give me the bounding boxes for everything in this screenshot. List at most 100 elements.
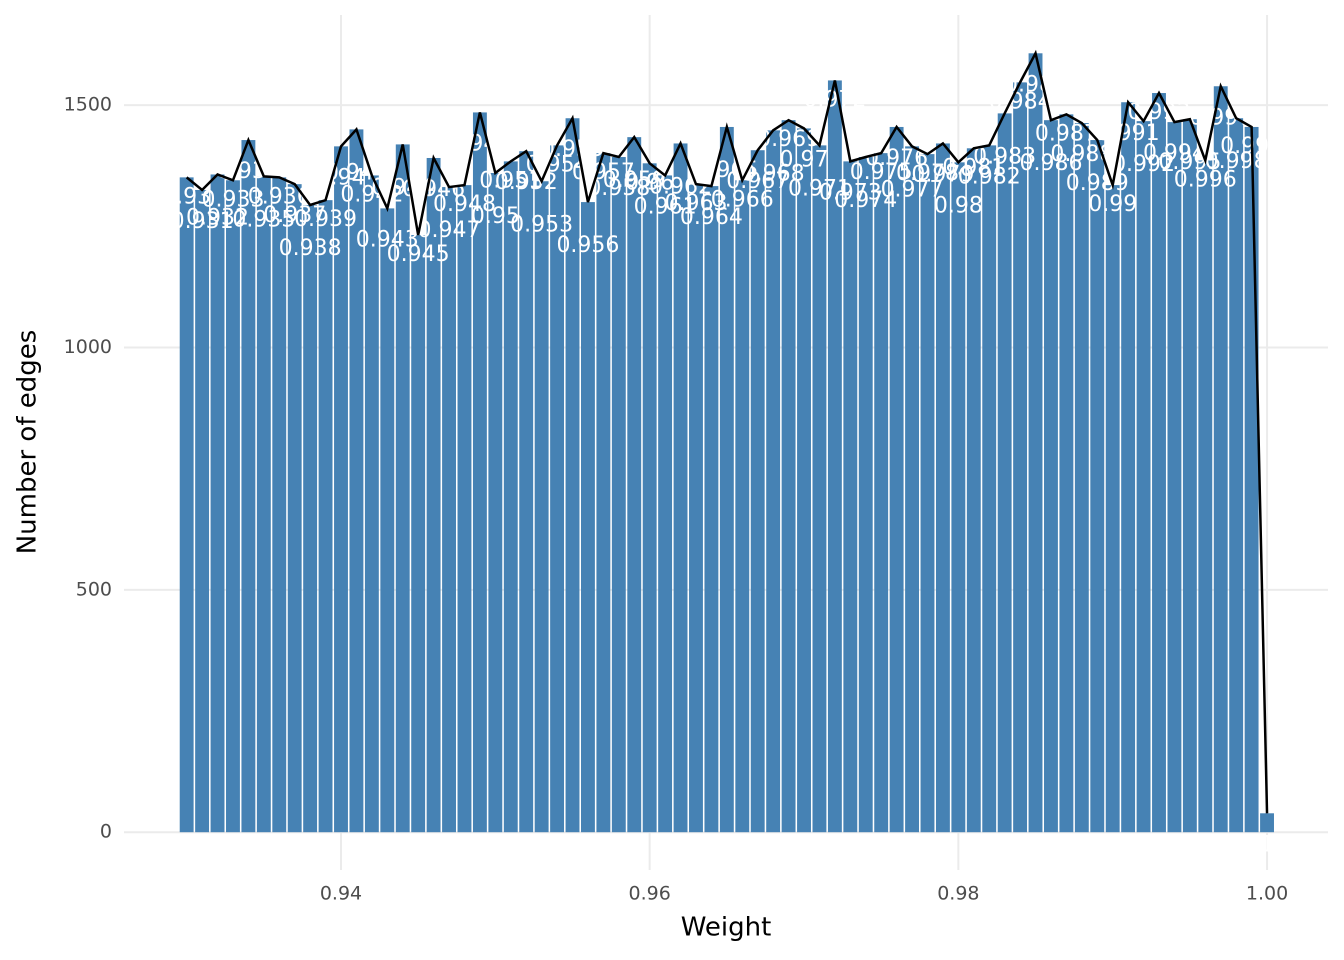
bar bbox=[689, 184, 703, 833]
bar-label: 0.979 bbox=[911, 162, 974, 187]
bar-label: 0.996 bbox=[1174, 167, 1237, 192]
bar bbox=[380, 208, 395, 833]
bar-label: 0.982 bbox=[958, 164, 1021, 189]
bar-label: 0.933 bbox=[201, 187, 264, 212]
bar-label: 0.974 bbox=[834, 188, 897, 213]
bar-label: 0.935 bbox=[232, 207, 295, 232]
bar bbox=[889, 126, 904, 833]
bar bbox=[226, 180, 240, 833]
bar-label: 0.959 bbox=[603, 168, 666, 193]
bar bbox=[318, 200, 333, 833]
bar-label: 0.972 bbox=[803, 87, 866, 112]
bar bbox=[874, 153, 889, 833]
bar-label: 0.939 bbox=[294, 207, 357, 232]
bar bbox=[457, 185, 472, 833]
bar bbox=[272, 177, 287, 833]
bar bbox=[1229, 118, 1244, 833]
bar bbox=[550, 145, 565, 833]
bar-label: 0.989 bbox=[1066, 171, 1129, 196]
bar bbox=[565, 118, 580, 833]
bar bbox=[1260, 813, 1274, 833]
bar-label: 0.95 bbox=[471, 204, 520, 229]
x-tick-label: 0.96 bbox=[629, 883, 671, 905]
bar-label: 0.98 bbox=[934, 193, 983, 218]
bar bbox=[843, 161, 858, 833]
bar bbox=[472, 112, 487, 833]
bar bbox=[580, 202, 595, 833]
bar-label: 0.949 bbox=[448, 131, 511, 156]
bar-label: 0.94 bbox=[317, 165, 366, 190]
bar bbox=[1198, 160, 1213, 833]
bar bbox=[905, 146, 920, 833]
bar-label: 0.956 bbox=[556, 233, 619, 258]
bar-label: 0.936 bbox=[248, 184, 311, 209]
bar-label: 0.968 bbox=[742, 161, 805, 186]
bar-label: 0.998 bbox=[1205, 149, 1268, 174]
bar-label: 0.977 bbox=[881, 177, 944, 202]
bar-label: 0.991 bbox=[1097, 121, 1160, 146]
x-tick-label: 0.94 bbox=[320, 883, 362, 905]
bar-label: 0.971 bbox=[788, 176, 851, 201]
bar-label: 0.973 bbox=[819, 180, 882, 205]
bar-label: 0.962 bbox=[649, 174, 712, 199]
bar bbox=[966, 148, 981, 833]
bar-label: 0.975 bbox=[850, 160, 913, 185]
bar-label: 0.992 bbox=[1112, 152, 1175, 177]
bar-label: 0.953 bbox=[510, 212, 573, 237]
bar-label: 0.966 bbox=[711, 187, 774, 212]
bar-label: 1 bbox=[1260, 832, 1274, 857]
x-tick-label: 0.98 bbox=[937, 883, 979, 905]
bar-label: 0.967 bbox=[726, 169, 789, 194]
bar bbox=[426, 157, 441, 833]
bar bbox=[1136, 121, 1151, 833]
bar bbox=[797, 128, 811, 833]
bar bbox=[1244, 126, 1259, 833]
bar bbox=[781, 120, 796, 833]
bar bbox=[997, 113, 1012, 833]
bar bbox=[534, 181, 549, 833]
bar bbox=[210, 174, 225, 833]
bar bbox=[596, 153, 611, 833]
bar bbox=[719, 126, 734, 833]
bar-label: 0.995 bbox=[1158, 150, 1221, 175]
bar bbox=[658, 175, 673, 833]
y-tick-label: 0 bbox=[100, 821, 112, 843]
bar-label: 0.969 bbox=[757, 127, 820, 152]
bar bbox=[195, 189, 210, 833]
y-tick-label: 500 bbox=[76, 578, 112, 600]
bar bbox=[364, 175, 379, 833]
bar-label: 0.964 bbox=[680, 205, 743, 230]
y-axis-title: Number of edges bbox=[13, 330, 43, 555]
bar bbox=[951, 162, 966, 833]
bar bbox=[1105, 185, 1120, 833]
bar-label: 0.981 bbox=[942, 155, 1005, 180]
trend-line bbox=[185, 49, 1269, 814]
bar-label: 0.97 bbox=[780, 147, 829, 172]
bar bbox=[735, 180, 750, 833]
bar bbox=[241, 140, 256, 833]
bar-label: 0.961 bbox=[634, 194, 697, 219]
bar bbox=[519, 151, 534, 833]
bar-label: 0.948 bbox=[433, 192, 496, 217]
bar bbox=[334, 146, 348, 833]
bar bbox=[935, 143, 950, 833]
x-axis-title: Weight bbox=[681, 913, 772, 943]
bar bbox=[858, 157, 873, 833]
bar-label: 0.938 bbox=[279, 236, 342, 261]
bar bbox=[1182, 119, 1197, 833]
bar-label: 0.937 bbox=[263, 203, 326, 228]
bar bbox=[395, 144, 410, 833]
bar bbox=[1167, 122, 1182, 833]
bar bbox=[1121, 102, 1136, 833]
bar bbox=[349, 129, 364, 833]
bar-label: 0.932 bbox=[186, 205, 249, 230]
bar bbox=[827, 80, 842, 833]
bar bbox=[1090, 140, 1105, 833]
bar bbox=[503, 161, 518, 833]
bar bbox=[920, 154, 935, 833]
bar-label: 0.931 bbox=[171, 209, 234, 234]
bar bbox=[611, 157, 626, 833]
bar-label: 0.947 bbox=[418, 218, 481, 243]
bar bbox=[1044, 120, 1058, 833]
bar bbox=[750, 150, 765, 833]
